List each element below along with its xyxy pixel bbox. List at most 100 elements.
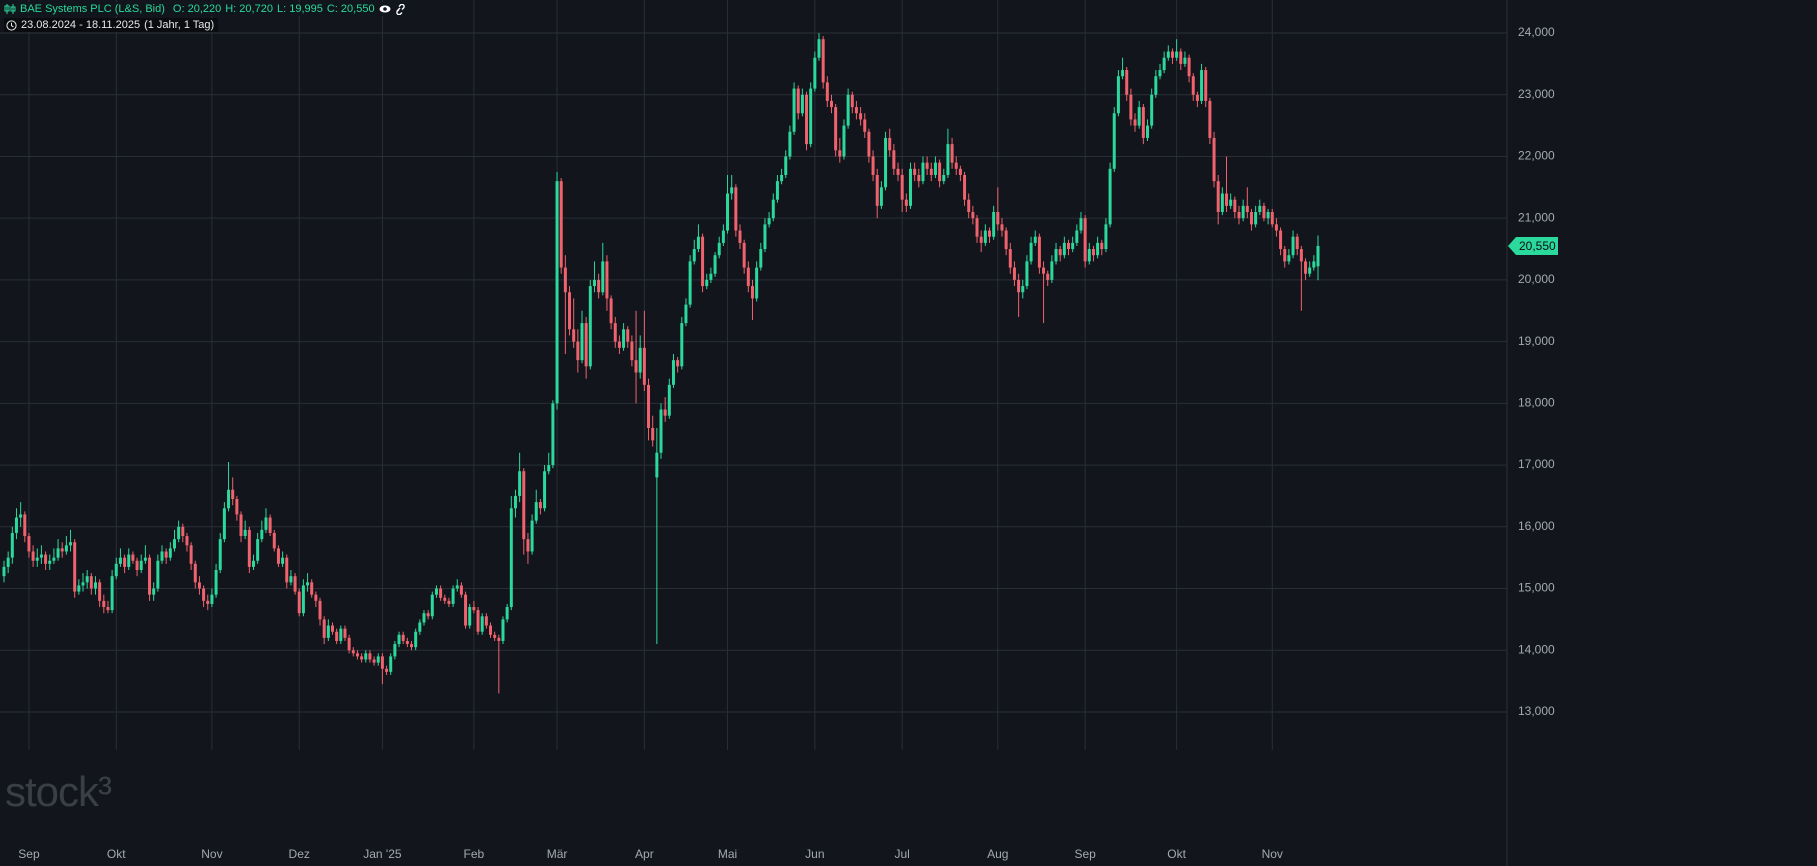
candle-body [434,588,438,595]
candle [351,647,355,657]
candle-body [1216,181,1220,213]
candle [713,252,717,277]
candle [1029,236,1033,265]
candle-body [1287,255,1291,262]
candle [1162,51,1166,74]
candle [568,286,572,336]
candle-body [892,150,896,169]
candle [1129,88,1133,126]
eye-icon[interactable] [379,4,391,14]
x-tick-label: Okt [107,847,126,861]
y-tick-label: 22,000 [1518,149,1555,163]
candle [1087,242,1091,265]
candle [1274,218,1278,237]
y-tick-label: 14,000 [1518,642,1555,656]
candle-body [31,551,35,561]
candle [734,184,738,237]
candle [27,532,31,558]
candle [106,600,110,614]
candle [123,554,127,574]
link-icon[interactable] [395,3,406,15]
candle-body [547,465,551,472]
candle-body [152,588,156,595]
candle [647,378,651,441]
candle [1279,227,1283,256]
candle-body [1225,193,1229,206]
candle [93,576,97,595]
candle-body [343,628,347,638]
candle [971,205,975,225]
candle [64,536,68,555]
candle [771,193,775,222]
candle-body [505,607,509,620]
candle-body [1175,51,1179,58]
quote-label: L: [276,3,287,15]
candle-body [617,341,621,348]
candle-body [331,625,334,632]
watermark: stock³ [5,768,112,815]
candle [476,607,480,635]
candle [900,168,904,213]
candle [1125,66,1129,101]
candle [1187,54,1191,83]
candle [268,514,272,537]
quote-value: 19,995 [289,3,323,15]
candle [1158,63,1162,80]
y-tick-label: 15,000 [1518,581,1555,595]
candle [829,94,833,114]
candle-body [385,668,389,672]
candle [393,640,397,660]
candle [459,582,463,598]
candle [921,156,925,185]
candle-body [576,341,580,361]
candle-body [264,517,268,530]
candle-body [1187,57,1191,77]
x-tick-label: Mai [718,847,737,861]
candle [696,224,700,253]
candle-body [64,545,68,552]
candle [1046,270,1050,287]
candle-body [1312,261,1316,268]
candle [842,119,846,160]
candle-body [688,261,692,305]
clock-icon [6,19,17,31]
candle-body [443,597,447,601]
candle [817,33,821,61]
candle-body [1058,249,1062,256]
candle-body [1004,230,1008,250]
candle-body [626,329,630,342]
candle-body [197,582,201,589]
candle-body [1029,242,1033,262]
candle-body [405,640,409,645]
candle [1266,208,1270,225]
candle-body [148,557,152,595]
candle [1108,162,1112,228]
candle-body [447,600,451,604]
candle [410,640,414,651]
candle [750,279,754,321]
candle-body [372,659,376,663]
candle [6,551,10,574]
candle-body [563,267,567,293]
candle [605,255,609,311]
y-tick-label: 13,000 [1518,704,1555,718]
candle-body [493,634,497,638]
candle [892,144,896,175]
candle-body [522,471,526,540]
candle [1287,249,1291,265]
candle-body [954,162,958,169]
candle-body [60,548,64,552]
candle-body [879,187,883,206]
candle [489,622,493,638]
candle-body [671,360,675,385]
y-tick-label: 21,000 [1518,210,1555,224]
candle [89,573,93,595]
candle-body [784,156,788,175]
candle [917,168,921,188]
candle-body [202,588,206,601]
x-tick-label: Dez [289,847,310,861]
candle [588,279,592,370]
candle-body [859,113,863,120]
candle [867,128,871,163]
candle-body [601,261,605,293]
